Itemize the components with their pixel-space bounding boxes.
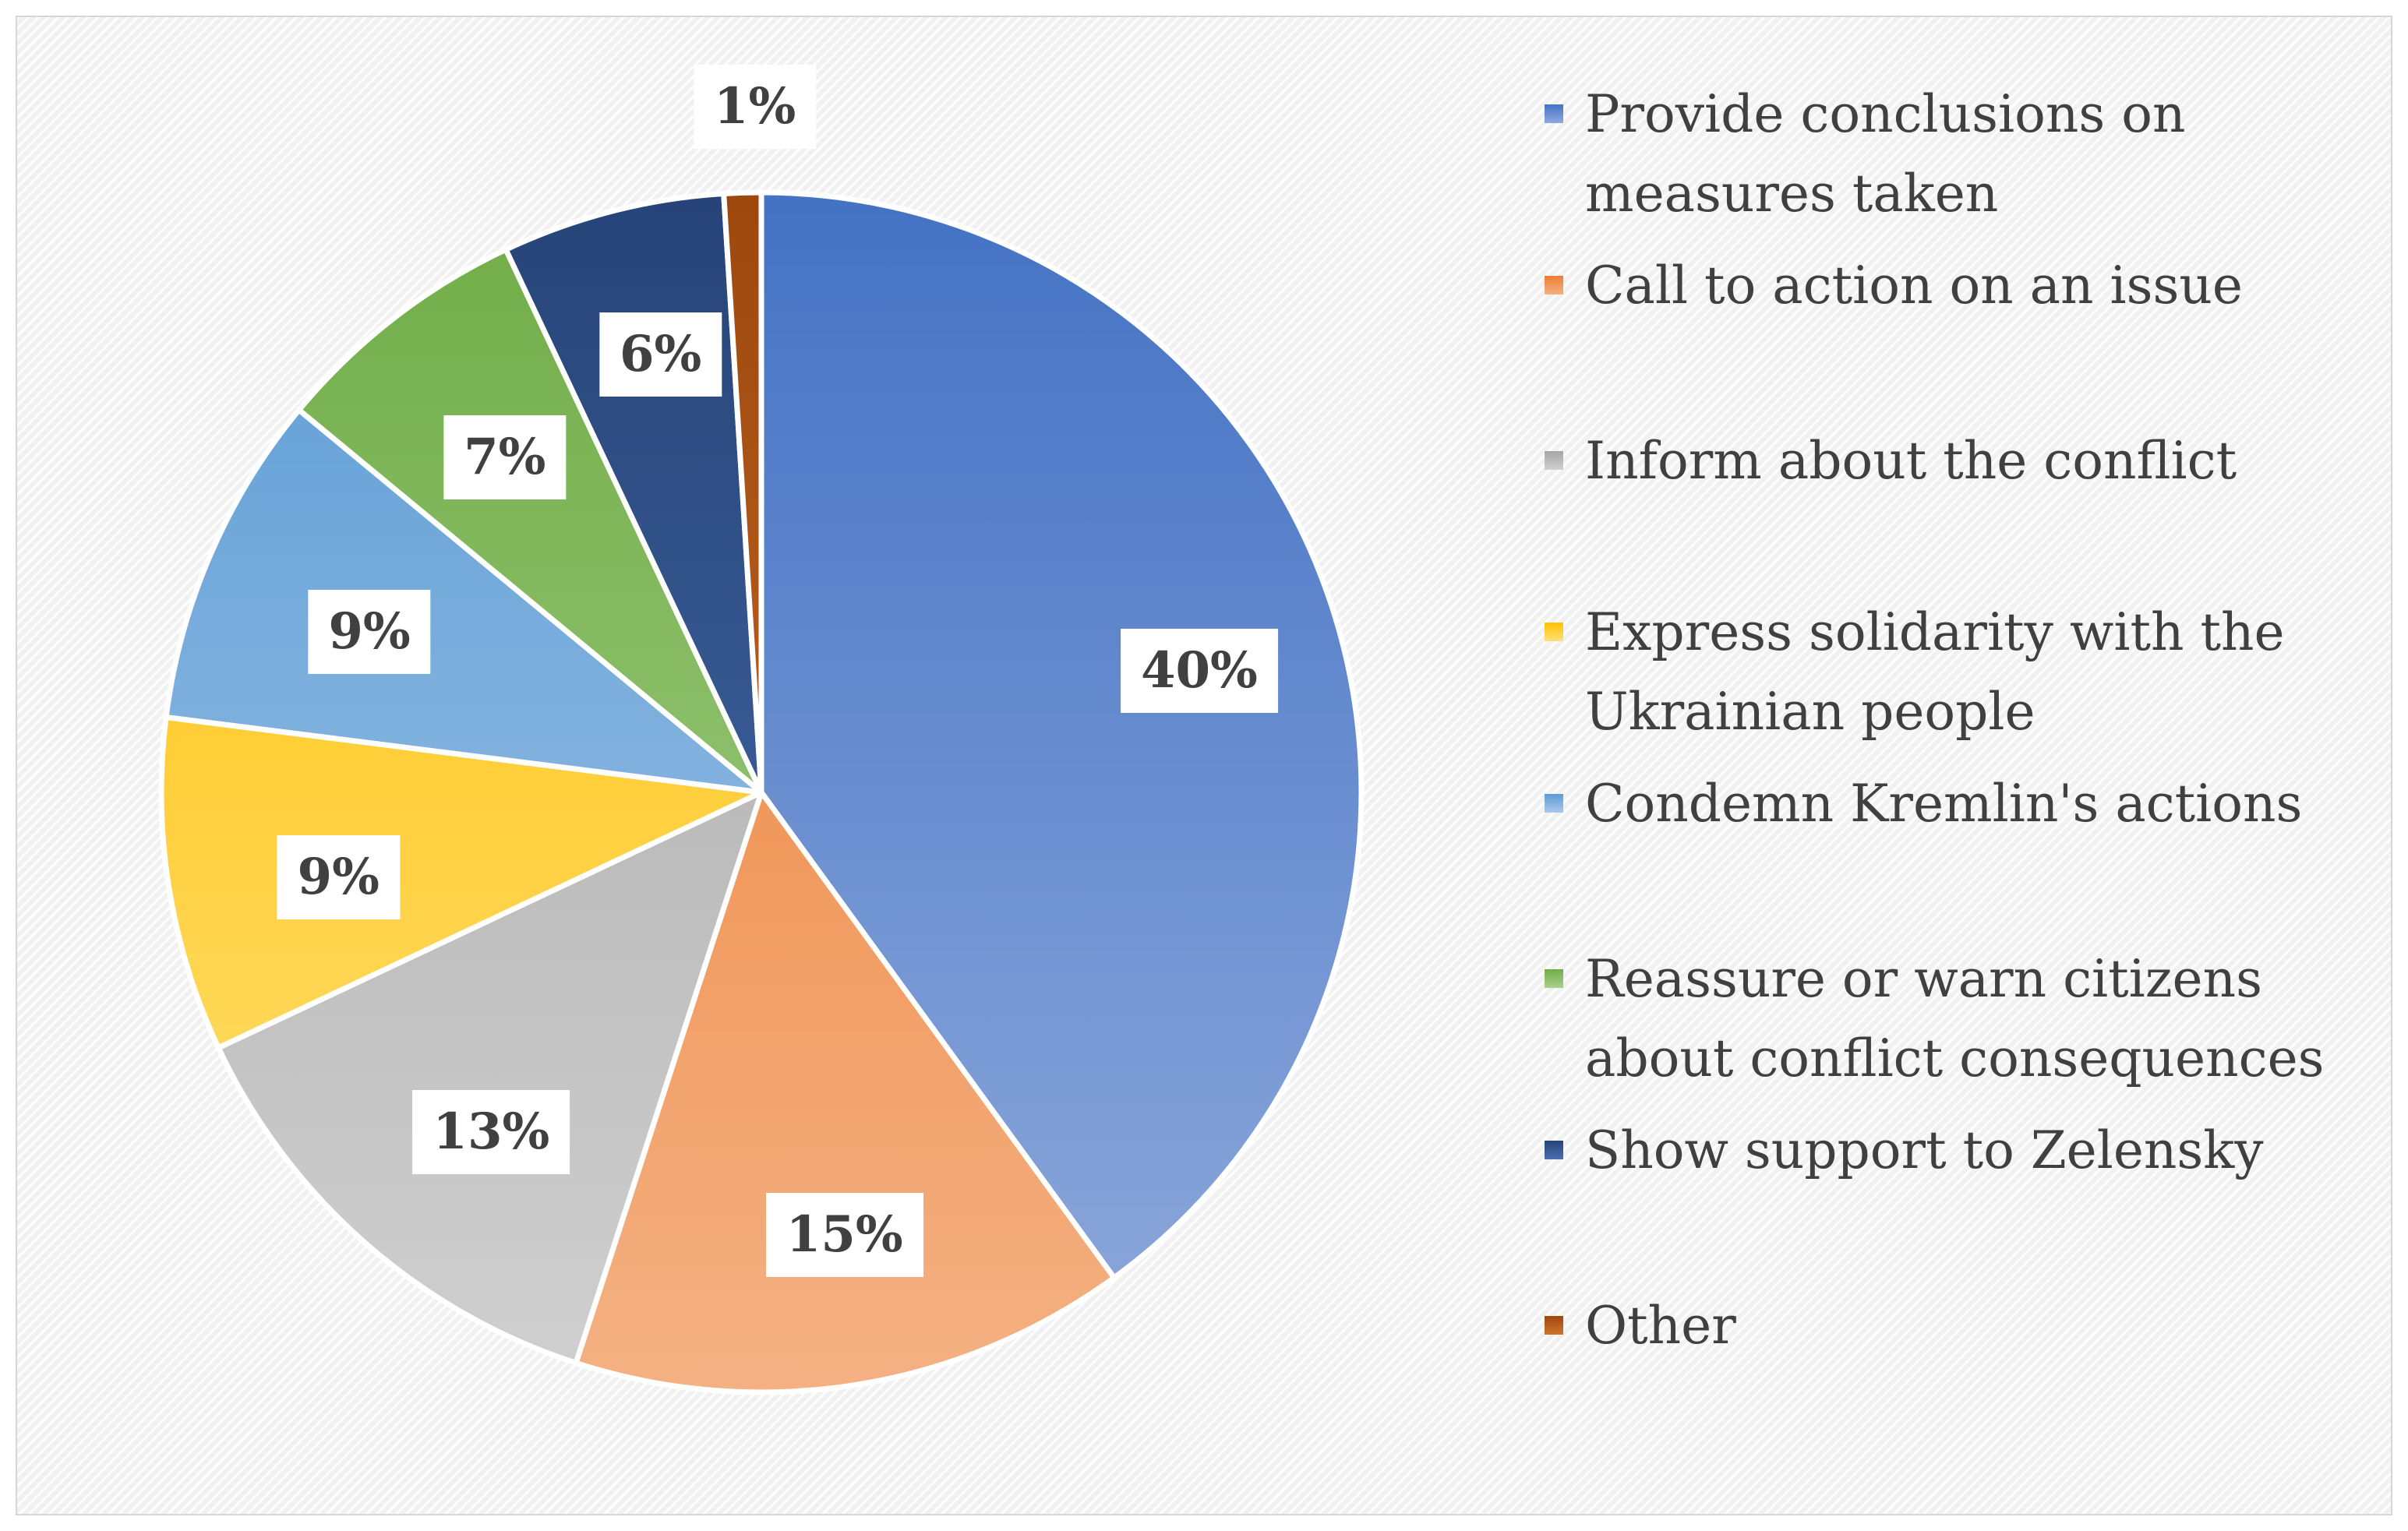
legend-label: Express solidarity with the Ukrainian pe… [1585, 602, 2285, 742]
pie-slice-3 [215, 789, 764, 1366]
legend-swatch [1545, 1316, 1563, 1335]
legend-item: Reassure or warn citizens about conflict… [1545, 944, 2380, 1099]
legend-swatch [1545, 1141, 1563, 1159]
legend-item: Condemn Kremlin's actions [1545, 769, 2380, 844]
slice-data-label: 6% [598, 312, 722, 397]
legend-item: Other [1545, 1291, 2380, 1366]
legend-label: Reassure or warn citizens about conflict… [1585, 949, 2325, 1088]
pie-slice-1 [758, 189, 1365, 1281]
legend-label: Inform about the conflict [1585, 431, 2237, 491]
legend-label: Provide conclusions on measures taken [1585, 84, 2186, 224]
slice-data-label: 40% [1120, 628, 1278, 713]
legend-item: Inform about the conflict [1545, 426, 2380, 501]
pie-chart [158, 189, 1365, 1395]
legend-label: Show support to Zelensky [1585, 1120, 2264, 1180]
legend-swatch [1545, 104, 1563, 123]
slice-data-label: 7% [443, 414, 567, 499]
pie-slice-8 [721, 189, 764, 795]
legend-swatch [1545, 969, 1563, 988]
slice-data-label: 9% [308, 589, 431, 674]
slice-data-label: 13% [412, 1089, 570, 1174]
legend-label: Call to action on an issue [1585, 256, 2243, 316]
pie-slice-5 [163, 407, 764, 795]
legend-item: Show support to Zelensky [1545, 1116, 2380, 1191]
legend-item: Express solidarity with the Ukrainian pe… [1545, 598, 2380, 752]
pie-slice-4 [158, 714, 764, 1051]
legend-label: Condemn Kremlin's actions [1585, 774, 2303, 834]
legend-swatch [1545, 451, 1563, 470]
legend-label: Other [1585, 1296, 1736, 1356]
legend-item: Provide conclusions on measures taken [1545, 79, 2380, 234]
legend-swatch [1545, 276, 1563, 295]
chart-area: 40% 15% 13% 9% 9% 7% 6% 1% Provide conclusions … [16, 16, 2392, 1515]
pie-slice-6 [296, 246, 764, 795]
legend-swatch [1545, 794, 1563, 813]
pie-slice-2 [573, 789, 1117, 1395]
slice-data-label: 9% [277, 835, 400, 920]
slice-data-label: 1% [694, 64, 817, 149]
legend-item: Call to action on an issue [1545, 251, 2380, 326]
legend-swatch [1545, 623, 1563, 641]
slice-data-label: 15% [765, 1192, 923, 1277]
pie-slices [158, 189, 1365, 1395]
